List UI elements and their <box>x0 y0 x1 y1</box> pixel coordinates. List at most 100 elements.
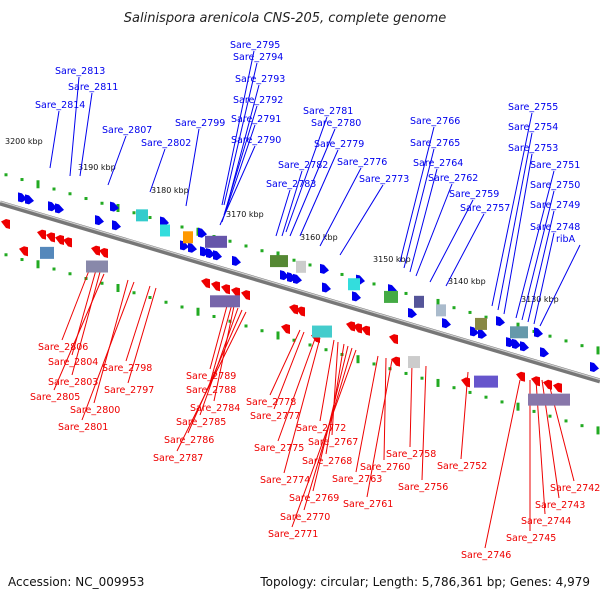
forward-gene-arrow <box>512 338 521 349</box>
tick-mark <box>116 284 120 293</box>
forward-gene-arrow <box>232 255 241 266</box>
label-leader-line <box>221 124 256 223</box>
label-leader-line <box>176 311 247 452</box>
gene-block <box>414 295 424 308</box>
tick-mark <box>356 355 360 364</box>
gene-block <box>312 325 332 338</box>
reverse-gene-label: Sare_2788 <box>186 385 236 396</box>
forward-gene-label: Sare_2754 <box>508 122 558 133</box>
reverse-gene-label: Sare_2746 <box>461 550 511 561</box>
gene-block <box>270 255 288 268</box>
label-leader-line <box>269 329 301 396</box>
tick-mark <box>484 395 488 399</box>
tick-mark <box>404 291 408 295</box>
forward-gene-arrow <box>18 192 27 203</box>
forward-gene-label: Sare_2790 <box>231 135 281 146</box>
label-leader-line <box>223 105 258 216</box>
label-leader-line <box>497 132 533 311</box>
reverse-gene-label: Sare_2744 <box>521 516 571 527</box>
gene-block <box>136 209 148 222</box>
reverse-gene-label: Sare_2770 <box>280 512 330 523</box>
label-leader-line <box>71 269 97 356</box>
forward-gene-arrow <box>320 263 329 274</box>
forward-gene-arrow <box>520 341 529 352</box>
tick-mark <box>228 239 232 243</box>
scale-label: 3140 kbp <box>448 277 486 286</box>
forward-gene-arrow <box>590 362 599 373</box>
label-leader-line <box>299 149 339 237</box>
reverse-gene-label: Sare_2805 <box>30 392 80 403</box>
gene-block <box>160 224 170 237</box>
tick-mark <box>324 348 328 352</box>
reverse-gene-label: Sare_2801 <box>58 422 108 433</box>
forward-gene-label: Sare_2751 <box>530 160 580 171</box>
reverse-gene-label: Sare_2806 <box>38 342 88 353</box>
reverse-gene-arrow <box>281 324 290 335</box>
reverse-gene-label: Sare_2778 <box>246 397 296 408</box>
tick-mark <box>532 409 536 413</box>
forward-gene-label: Sare_2781 <box>303 106 353 117</box>
reverse-gene-labels: Sare_2806 Sare_2804 Sare_2803 Sare_2805 Sare… <box>30 342 600 561</box>
forward-gene-label: Sare_2811 <box>68 82 118 93</box>
tick-mark <box>452 306 456 310</box>
genome-backbone-highlight <box>0 200 600 381</box>
forward-gene-label: Sare_2779 <box>314 139 364 150</box>
forward-gene-arrow <box>280 270 289 281</box>
gene-block <box>528 393 570 406</box>
label-leader-line <box>125 285 151 362</box>
reverse-gene-label: Sare_2787 <box>153 453 203 464</box>
label-leader-line <box>421 365 427 481</box>
label-leader-line <box>223 62 258 206</box>
reverse-gene-label: Sare_2769 <box>289 493 339 504</box>
forward-gene-label: Sare_2794 <box>233 52 283 63</box>
tick-mark <box>132 211 136 215</box>
label-leader-line <box>149 148 166 193</box>
label-leader-line <box>209 301 229 370</box>
tick-mark <box>468 310 472 314</box>
forward-gene-arrow <box>352 291 361 302</box>
tick-mark <box>244 244 248 248</box>
scale-label: 3180 kbp <box>151 186 189 195</box>
reverse-gene-arrow <box>289 304 298 315</box>
forward-gene-label: Sare_2757 <box>460 203 510 214</box>
reverse-gene-label: Sare_2758 <box>386 449 436 460</box>
reverse-gene-label: Sare_2761 <box>343 499 393 510</box>
label-leader-line <box>312 345 349 492</box>
forward-gene-label: Sare_2753 <box>508 143 558 154</box>
label-leader-line <box>339 184 384 256</box>
label-leader-line <box>81 281 135 421</box>
label-leader-line <box>515 170 555 319</box>
forward-gene-label: Sare_2755 <box>508 102 558 113</box>
tick-mark <box>404 371 408 375</box>
forward-gene-arrow <box>55 203 64 214</box>
reverse-gene-arrow <box>391 356 400 367</box>
label-leader-line <box>533 232 555 325</box>
gene-block <box>474 375 498 388</box>
reverse-gene-arrow <box>241 290 250 301</box>
tick-mark <box>244 324 248 328</box>
label-leader-line <box>53 273 105 391</box>
gene-block <box>475 317 487 330</box>
forward-gene-arrow <box>95 215 104 226</box>
forward-gene-label: Sare_2792 <box>233 95 283 106</box>
label-leader-line <box>61 267 91 341</box>
tick-mark <box>308 343 312 347</box>
gene-block <box>436 304 446 317</box>
tick-mark <box>548 414 552 418</box>
forward-gene-arrow <box>48 201 57 212</box>
tick-mark <box>4 173 8 177</box>
forward-gene-label: Sare_2813 <box>55 66 105 77</box>
reverse-gene-arrow <box>361 325 370 336</box>
accession-text: Accession: NC_009953 <box>8 575 144 589</box>
tick-mark <box>164 300 168 304</box>
gene-block <box>40 246 54 259</box>
tick-mark <box>260 249 264 253</box>
label-leader-line <box>221 50 255 206</box>
reverse-gene-label: Sare_2745 <box>506 533 556 544</box>
label-leader-line <box>219 145 256 226</box>
forward-gene-label: Sare_2814 <box>35 100 85 111</box>
forward-gene-label: Sare_2762 <box>428 173 478 184</box>
forward-gene-label: Sare_2802 <box>141 138 191 149</box>
tick-mark <box>36 260 40 269</box>
